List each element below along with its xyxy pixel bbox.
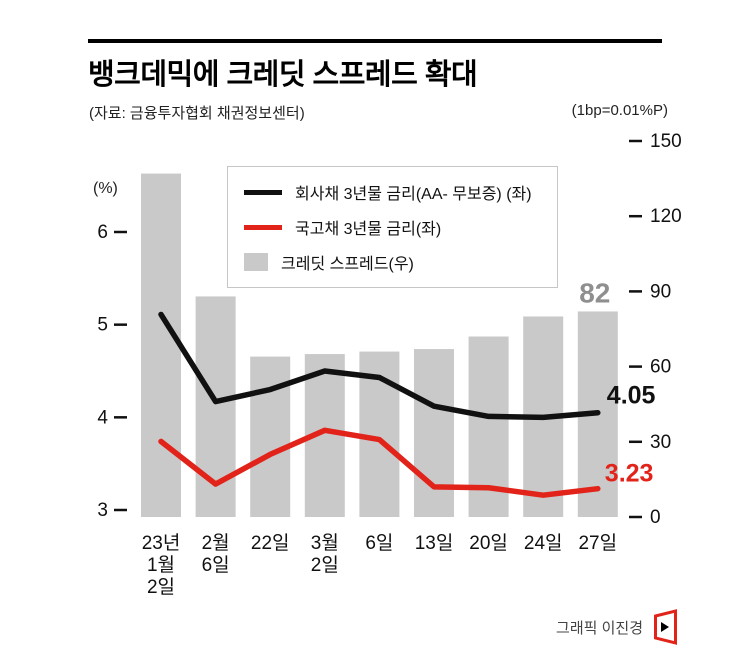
- spread-bar: [250, 356, 291, 517]
- right-axis-tick-label: 30: [650, 432, 671, 453]
- legend-label-treasury: 국고채 3년물 금리(좌): [295, 221, 442, 238]
- spread-bar: [195, 296, 236, 517]
- annotation-treasury: 3.23: [605, 460, 654, 488]
- legend: 회사채 3년물 금리(AA- 무보증) (좌) 국고채 3년물 금리(좌) 크레…: [227, 166, 558, 288]
- spread-bar: [414, 349, 454, 517]
- right-axis-tick-label: 90: [650, 281, 671, 302]
- annotation-spread: 82: [579, 277, 610, 308]
- top-rule: [88, 39, 662, 43]
- publisher-logo-icon: [654, 609, 677, 645]
- left-axis-tick-label: 5: [97, 315, 108, 336]
- legend-row-corporate: 회사채 3년물 금리(AA- 무보증) (좌): [244, 179, 541, 205]
- credit-text: 그래픽 이진경: [556, 619, 643, 637]
- annotation-corporate: 4.05: [607, 382, 656, 410]
- x-axis-label: 23년 1월 2일: [142, 532, 181, 598]
- x-axis-label: 22일: [251, 532, 290, 554]
- legend-label-spread: 크레딧 스프레드(우): [281, 256, 414, 273]
- x-axis-label: 2월 6일: [202, 532, 230, 576]
- corporate-line-swatch: [244, 189, 282, 195]
- treasury-rate-line: [158, 427, 601, 498]
- source-note: (자료: 금융투자협회 채권정보센터): [89, 105, 305, 122]
- x-axis-label: 6일: [365, 532, 393, 554]
- left-axis-tick-label: 6: [97, 222, 108, 243]
- x-axis-label: 20일: [469, 532, 508, 554]
- right-axis-tick-label: 60: [650, 357, 671, 378]
- chart-title: 뱅크데믹에 크레딧 스프레드 확대: [88, 59, 478, 91]
- corporate-rate-line: [158, 311, 601, 421]
- legend-row-spread: 크레딧 스프레드(우): [244, 249, 541, 275]
- spread-bar-swatch: [244, 253, 268, 271]
- credit-line: 그래픽 이진경: [556, 608, 679, 646]
- treasury-line-swatch: [244, 224, 282, 230]
- left-axis-unit: (%): [93, 180, 118, 197]
- legend-label-corporate: 회사채 3년물 금리(AA- 무보증) (좌): [295, 186, 532, 203]
- legend-row-treasury: 국고채 3년물 금리(좌): [244, 214, 541, 240]
- left-axis-tick-label: 3: [97, 500, 108, 521]
- x-axis-label: 24일: [524, 532, 563, 554]
- right-axis-tick-label: 0: [650, 507, 661, 528]
- x-axis-label: 3월 2일: [311, 532, 339, 576]
- x-axis-label: 13일: [415, 532, 454, 554]
- right-axis-tick-label: 120: [650, 206, 682, 227]
- right-axis-tick-label: 150: [650, 131, 682, 152]
- unit-note: (1bp=0.01%P): [571, 102, 668, 119]
- x-axis-label: 27일: [578, 532, 617, 554]
- left-axis-tick-label: 4: [97, 407, 108, 428]
- spread-bar: [141, 173, 181, 517]
